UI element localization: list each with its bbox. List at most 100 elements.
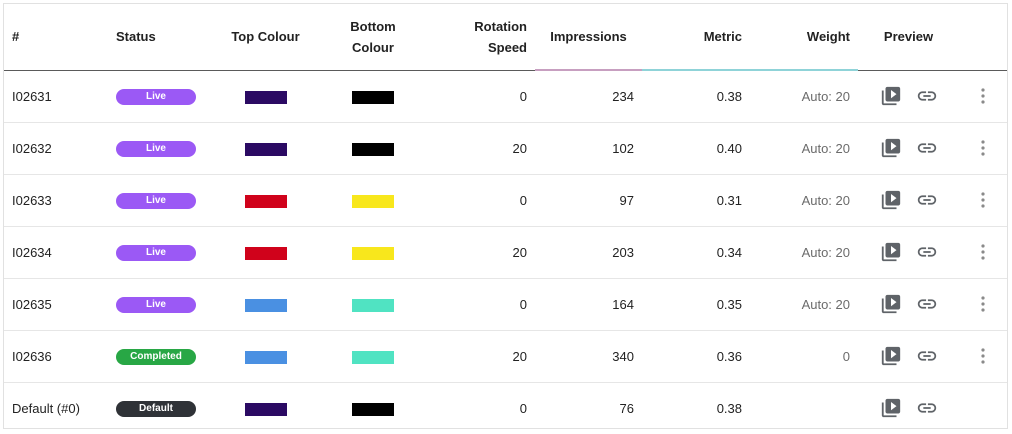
cell-id: I02634	[4, 226, 108, 279]
video-library-icon[interactable]	[880, 241, 902, 263]
cell-top-colour	[212, 226, 319, 279]
status-badge: Live	[116, 193, 196, 209]
link-icon[interactable]	[916, 241, 938, 263]
status-badge: Completed	[116, 349, 196, 365]
status-badge: Default	[116, 401, 196, 418]
status-badge: Live	[116, 245, 196, 261]
link-icon[interactable]	[916, 85, 938, 107]
table-row-1[interactable]: I02631 Live 0 234 0.38 Auto: 20	[4, 70, 1007, 123]
video-library-icon[interactable]	[880, 189, 902, 211]
table-row-4[interactable]: I02634 Live 20 203 0.34 Auto: 20	[4, 226, 1007, 279]
cell-bottom-colour	[319, 70, 427, 123]
cell-weight[interactable]: Auto: 20	[750, 226, 858, 279]
link-icon[interactable]	[916, 397, 938, 419]
cell-preview	[858, 122, 959, 175]
cell-id: I02632	[4, 122, 108, 175]
cell-actions	[959, 382, 1007, 434]
table-row-5[interactable]: I02635 Live 0 164 0.35 Auto: 20	[4, 278, 1007, 331]
cell-impressions: 164	[535, 278, 642, 331]
bottom-colour-swatch	[352, 142, 394, 156]
column-header-metric[interactable]: Metric	[642, 4, 750, 71]
cell-top-colour	[212, 70, 319, 123]
more-vertical-icon[interactable]	[973, 85, 993, 107]
cell-bottom-colour	[319, 278, 427, 331]
top-colour-swatch	[244, 194, 287, 208]
creatives-table-panel: # Status Top Colour Bottom Colour Rotati…	[3, 3, 1008, 429]
cell-bottom-colour	[319, 330, 427, 383]
cell-preview	[858, 70, 959, 123]
video-library-icon[interactable]	[880, 293, 902, 315]
video-library-icon[interactable]	[880, 137, 902, 159]
cell-rotation-speed: 20	[427, 226, 535, 279]
cell-status: Live	[108, 174, 212, 227]
cell-weight[interactable]: Auto: 20	[750, 174, 858, 227]
cell-top-colour	[212, 330, 319, 383]
cell-actions	[959, 330, 1007, 383]
more-vertical-icon[interactable]	[973, 293, 993, 315]
cell-preview	[858, 174, 959, 227]
table-row-7[interactable]: Default (#0) Default 0 76 0.38	[4, 382, 1007, 434]
cell-top-colour	[212, 278, 319, 331]
more-vertical-icon[interactable]	[973, 345, 993, 367]
status-badge: Live	[116, 141, 196, 157]
bottom-colour-line-2: Colour	[352, 39, 394, 55]
cell-rotation-speed: 20	[427, 122, 535, 175]
table-row-6[interactable]: I02636 Completed 20 340 0.36 0	[4, 330, 1007, 383]
cell-impressions: 97	[535, 174, 642, 227]
cell-status: Live	[108, 226, 212, 279]
column-header-status[interactable]: Status	[108, 4, 212, 71]
cell-weight[interactable]: 0	[750, 330, 858, 383]
cell-rotation-speed: 0	[519, 400, 527, 416]
cell-weight[interactable]: Auto: 20	[750, 70, 858, 123]
cell-rotation-speed: 20	[427, 330, 535, 383]
status-badge: Live	[116, 297, 196, 313]
top-colour-swatch	[244, 246, 287, 260]
column-header-impressions[interactable]: Impressions	[535, 4, 642, 71]
cell-id: I02631	[4, 70, 108, 123]
cell-rotation-speed: 0	[427, 70, 535, 123]
cell-weight[interactable]: Auto: 20	[750, 122, 858, 175]
cell-actions	[959, 226, 1007, 279]
cell-impressions: 203	[535, 226, 642, 279]
cell-actions	[959, 174, 1007, 227]
cell-impressions: 76	[619, 400, 634, 416]
cell-rotation-speed: 0	[427, 174, 535, 227]
column-header-actions	[959, 4, 1007, 71]
cell-preview	[858, 226, 959, 279]
cell-metric: 0.34	[642, 226, 750, 279]
video-library-icon[interactable]	[880, 85, 902, 107]
column-header-id[interactable]: #	[4, 4, 108, 71]
cell-weight[interactable]: Auto: 20	[750, 278, 858, 331]
status-badge: Live	[116, 89, 196, 105]
cell-id: I02636	[4, 330, 108, 383]
cell-preview	[858, 278, 959, 331]
link-icon[interactable]	[916, 189, 938, 211]
column-header-preview: Preview	[858, 4, 959, 71]
cell-metric: 0.36	[642, 330, 750, 383]
link-icon[interactable]	[916, 345, 938, 367]
video-library-icon[interactable]	[880, 397, 902, 419]
cell-impressions: 234	[535, 70, 642, 123]
cell-metric: 0.38	[642, 70, 750, 123]
column-header-bottom-colour[interactable]: Bottom Colour	[319, 4, 427, 71]
column-header-rotation-speed[interactable]: Rotation Speed	[427, 4, 535, 71]
cell-status: Completed	[108, 330, 212, 383]
bottom-colour-swatch	[352, 246, 394, 260]
more-vertical-icon[interactable]	[973, 189, 993, 211]
link-icon[interactable]	[916, 293, 938, 315]
video-library-icon[interactable]	[880, 345, 902, 367]
column-header-weight[interactable]: Weight	[750, 4, 858, 71]
cell-bottom-colour	[319, 382, 427, 434]
more-vertical-icon[interactable]	[973, 137, 993, 159]
more-vertical-icon[interactable]	[973, 241, 993, 263]
top-colour-swatch	[244, 298, 287, 312]
link-icon[interactable]	[916, 137, 938, 159]
cell-metric: 0.40	[642, 122, 750, 175]
table-row-3[interactable]: I02633 Live 0 97 0.31 Auto: 20	[4, 174, 1007, 227]
top-colour-swatch	[244, 142, 287, 156]
cell-bottom-colour	[319, 174, 427, 227]
column-header-top-colour[interactable]: Top Colour	[212, 4, 319, 71]
table-row-2[interactable]: I02632 Live 20 102 0.40 Auto: 20	[4, 122, 1007, 175]
bottom-colour-swatch	[352, 298, 394, 312]
cell-weight[interactable]	[750, 382, 858, 434]
